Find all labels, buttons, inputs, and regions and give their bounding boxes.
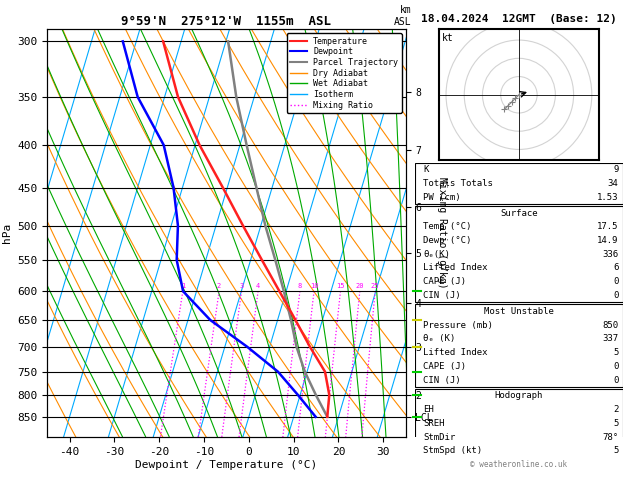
Text: StmDir: StmDir bbox=[423, 433, 455, 442]
Text: 0: 0 bbox=[613, 277, 618, 286]
Text: 6: 6 bbox=[613, 263, 618, 273]
Text: 20: 20 bbox=[355, 283, 364, 290]
Text: 18.04.2024  12GMT  (Base: 12): 18.04.2024 12GMT (Base: 12) bbox=[421, 14, 617, 24]
Text: 0: 0 bbox=[613, 291, 618, 300]
X-axis label: Dewpoint / Temperature (°C): Dewpoint / Temperature (°C) bbox=[135, 460, 318, 470]
Legend: Temperature, Dewpoint, Parcel Trajectory, Dry Adiabat, Wet Adiabat, Isotherm, Mi: Temperature, Dewpoint, Parcel Trajectory… bbox=[287, 34, 401, 113]
Text: CAPE (J): CAPE (J) bbox=[423, 277, 467, 286]
Bar bbox=[415, 163, 623, 204]
Bar bbox=[415, 206, 623, 302]
Bar bbox=[415, 305, 623, 387]
Text: Lifted Index: Lifted Index bbox=[423, 348, 488, 357]
Text: 25: 25 bbox=[371, 283, 379, 290]
Text: © weatheronline.co.uk: © weatheronline.co.uk bbox=[470, 460, 567, 469]
Text: Temp (°C): Temp (°C) bbox=[423, 222, 472, 231]
Text: EH: EH bbox=[423, 405, 434, 414]
Text: Dewp (°C): Dewp (°C) bbox=[423, 236, 472, 245]
Text: K: K bbox=[423, 165, 429, 174]
Text: 17.5: 17.5 bbox=[597, 222, 618, 231]
Text: CAPE (J): CAPE (J) bbox=[423, 362, 467, 371]
Text: 8: 8 bbox=[298, 283, 302, 290]
Text: 14.9: 14.9 bbox=[597, 236, 618, 245]
Text: 850: 850 bbox=[603, 321, 618, 330]
Text: 337: 337 bbox=[603, 334, 618, 343]
Text: 1: 1 bbox=[181, 283, 185, 290]
Text: CIN (J): CIN (J) bbox=[423, 376, 461, 384]
Text: 5: 5 bbox=[613, 419, 618, 428]
Text: 2: 2 bbox=[613, 405, 618, 414]
Text: kt: kt bbox=[442, 33, 454, 43]
Text: Most Unstable: Most Unstable bbox=[484, 307, 554, 316]
Text: Hodograph: Hodograph bbox=[495, 391, 543, 400]
Bar bbox=[415, 389, 623, 458]
Text: Pressure (mb): Pressure (mb) bbox=[423, 321, 493, 330]
Text: 10: 10 bbox=[309, 283, 318, 290]
Text: SREH: SREH bbox=[423, 419, 445, 428]
Text: 1.53: 1.53 bbox=[597, 192, 618, 202]
Text: 4: 4 bbox=[256, 283, 260, 290]
Text: 3: 3 bbox=[240, 283, 243, 290]
Text: 78°: 78° bbox=[603, 433, 618, 442]
Text: 5: 5 bbox=[613, 446, 618, 455]
Text: θₑ (K): θₑ (K) bbox=[423, 334, 455, 343]
Text: 15: 15 bbox=[337, 283, 345, 290]
Text: 9: 9 bbox=[613, 165, 618, 174]
Text: CIN (J): CIN (J) bbox=[423, 291, 461, 300]
Text: StmSpd (kt): StmSpd (kt) bbox=[423, 446, 482, 455]
Text: 0: 0 bbox=[613, 376, 618, 384]
Text: 0: 0 bbox=[613, 362, 618, 371]
Text: θₑ(K): θₑ(K) bbox=[423, 250, 450, 259]
Text: 34: 34 bbox=[608, 179, 618, 188]
Text: Surface: Surface bbox=[500, 208, 538, 218]
Y-axis label: hPa: hPa bbox=[2, 223, 12, 243]
Text: Lifted Index: Lifted Index bbox=[423, 263, 488, 273]
Text: 336: 336 bbox=[603, 250, 618, 259]
Text: Totals Totals: Totals Totals bbox=[423, 179, 493, 188]
Text: PW (cm): PW (cm) bbox=[423, 192, 461, 202]
Y-axis label: Mixing Ratio (g/kg): Mixing Ratio (g/kg) bbox=[437, 177, 447, 289]
Text: km
ASL: km ASL bbox=[394, 5, 411, 27]
Title: 9°59'N  275°12'W  1155m  ASL: 9°59'N 275°12'W 1155m ASL bbox=[121, 15, 331, 28]
Text: 2: 2 bbox=[217, 283, 221, 290]
Text: 5: 5 bbox=[613, 348, 618, 357]
